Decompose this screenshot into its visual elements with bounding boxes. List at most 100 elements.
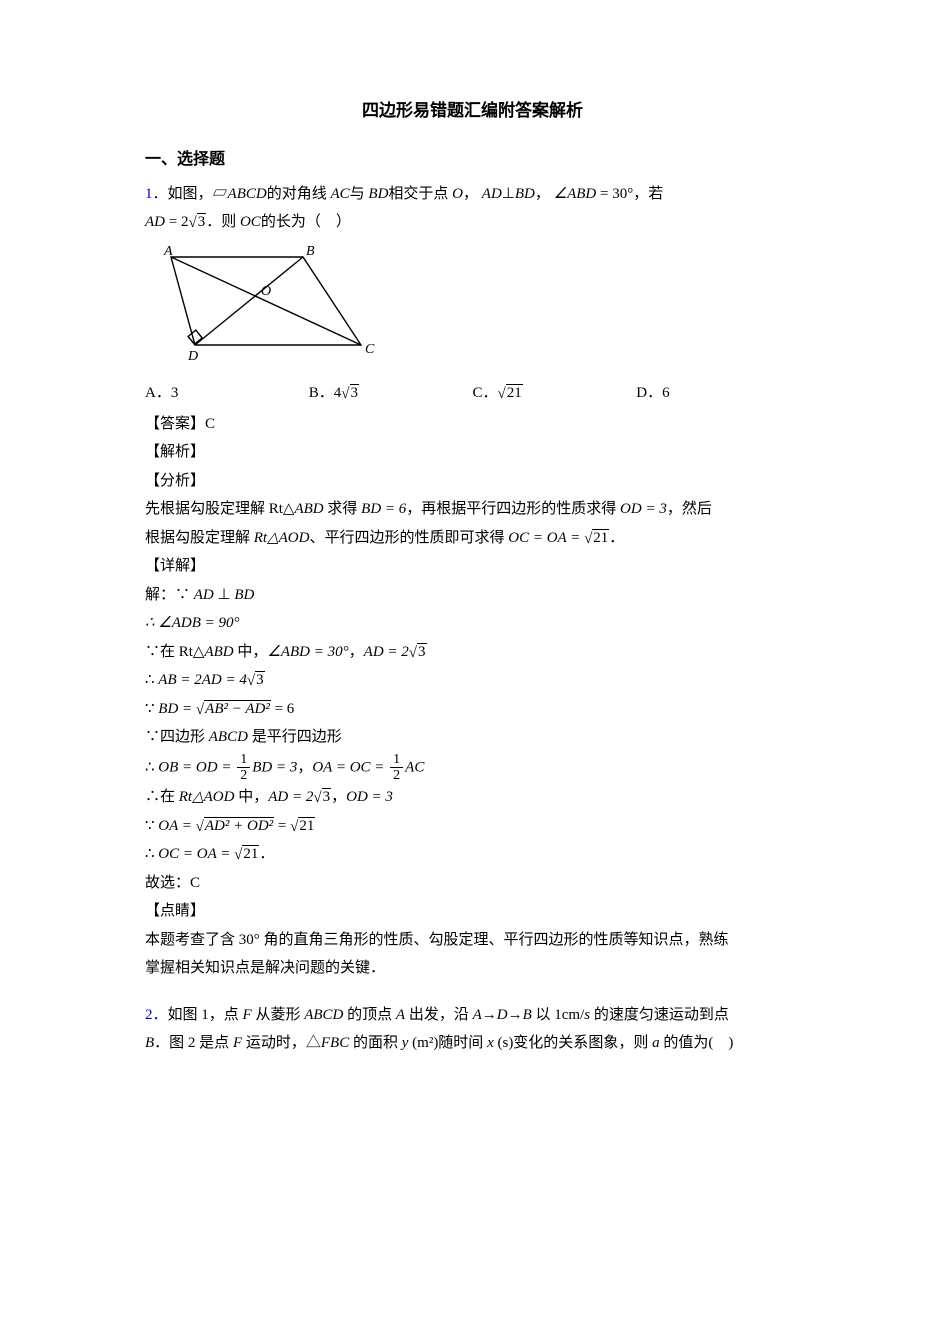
q1-options: A．3 B．43 C．21 D．6 — [145, 379, 800, 408]
spacer — [145, 983, 800, 1001]
step2: ∴ ∠ADB = 90° — [145, 609, 800, 638]
sqrt-icon: AD² + OD² — [196, 812, 275, 841]
text: ， — [535, 186, 550, 202]
sqrt-body: AB² − AD² — [204, 700, 271, 717]
sqrt-icon: 3 — [247, 666, 265, 695]
text: ，然后 — [667, 501, 712, 517]
math: △AOD — [267, 530, 309, 546]
text: 的对角线 — [267, 186, 327, 202]
page-title: 四边形易错题汇编附答案解析 — [145, 95, 800, 127]
eq: = 2 — [165, 214, 188, 230]
math: BD = — [158, 701, 196, 717]
math: BD — [234, 587, 254, 603]
math: ABD — [294, 501, 323, 517]
q1-stem-line2: AD = 23．则 OC的长为（ ） — [145, 208, 800, 237]
text: ， — [349, 644, 364, 660]
dianjing-label: 【点睛】 — [145, 897, 800, 926]
step9: ∵ OA = AD² + OD² = 21 — [145, 812, 800, 841]
math: OA = — [158, 818, 195, 834]
math-bd: BD — [368, 186, 388, 202]
fraction: 12 — [390, 752, 403, 784]
sqrt-body: 3 — [197, 213, 207, 230]
step5: ∵ BD = AB² − AD² = 6 — [145, 695, 800, 724]
text: 的面积 — [349, 1035, 402, 1051]
label-b: B — [306, 245, 315, 259]
xiangjie-label: 【详解】 — [145, 552, 800, 581]
text: ∵四边形 — [145, 729, 209, 745]
text: 、平行四边形的性质即可求得 — [309, 530, 508, 546]
math: OB = OD = — [158, 759, 235, 775]
q2-number: 2． — [145, 1007, 168, 1023]
math: AD — [194, 587, 214, 603]
sqrt-body: AD² + OD² — [204, 817, 274, 834]
text: 先根据勾股定理解 Rt△ — [145, 501, 294, 517]
option-d: D．6 — [636, 379, 800, 408]
text: (m²)随时间 — [408, 1035, 487, 1051]
math: BD = 3 — [252, 759, 297, 775]
q1-stem: 1．如图，▱ABCD的对角线 AC与 BD相交于点 O， AD⊥BD， ∠ABD… — [145, 180, 800, 209]
sqrt-icon: 3 — [188, 208, 206, 237]
section-heading: 一、选择题 — [145, 145, 800, 175]
math: AD = 2 — [364, 644, 409, 660]
text: ．则 — [206, 214, 236, 230]
diagonal-bd — [195, 257, 303, 345]
opt-c-pre: C． — [473, 385, 498, 401]
perp-symbol: ⊥ — [502, 186, 515, 202]
sqrt-body: 21 — [298, 817, 315, 834]
label-d: D — [187, 349, 198, 364]
sqrt-icon: 3 — [313, 783, 331, 812]
text: ∵在 Rt△ — [145, 644, 204, 660]
text: ，再根据平行四边形的性质求得 — [406, 501, 620, 517]
step7: ∴ OB = OD = 12BD = 3，OA = OC = 12AC — [145, 752, 800, 784]
opt-b-pre: B．4 — [309, 385, 342, 401]
fraction: 12 — [237, 752, 250, 784]
math-oc: OC — [240, 214, 261, 230]
math: ABCD — [209, 729, 248, 745]
sqrt-body: 3 — [322, 788, 332, 805]
math: Rt — [179, 789, 192, 805]
text: 如图 1，点 — [168, 1007, 243, 1023]
math: AD = 2 — [268, 789, 313, 805]
math-bd2: BD — [515, 186, 535, 202]
math: F — [233, 1035, 242, 1051]
text: 从菱形 — [252, 1007, 305, 1023]
text: ， — [331, 789, 346, 805]
math: F — [243, 1007, 252, 1023]
math: ABD — [204, 644, 233, 660]
text: 运动时，△ — [242, 1035, 321, 1051]
math-ad: AD — [482, 186, 502, 202]
text: 以 1cm/ — [532, 1007, 585, 1023]
math: OD = 3 — [620, 501, 667, 517]
math-abcd: ABCD — [228, 186, 267, 202]
label-o: O — [261, 284, 271, 299]
dj-line1: 本题考查了含 30° 角的直角三角形的性质、勾股定理、平行四边形的性质等知识点，… — [145, 926, 800, 955]
denominator: 2 — [237, 768, 250, 783]
math: Rt — [254, 530, 267, 546]
sqrt-body: 21 — [592, 529, 609, 546]
math: OA = OC = — [312, 759, 388, 775]
text: 中， — [234, 789, 268, 805]
eq30: = 30° — [596, 186, 633, 202]
fenxi-line1: 先根据勾股定理解 Rt△ABD 求得 BD = 6，再根据平行四边形的性质求得 … — [145, 495, 800, 524]
jiexi-label: 【解析】 — [145, 438, 800, 467]
q1-diagram: A B C D O — [153, 245, 800, 376]
answer-label: 【答案】C — [145, 410, 800, 439]
step10: ∴ OC = OA = 21． — [145, 840, 800, 869]
sqrt-icon: 3 — [341, 379, 359, 408]
eq: = — [274, 818, 290, 834]
text: ，若 — [633, 186, 663, 202]
text: ∴在 — [145, 789, 179, 805]
math-ac: AC — [330, 186, 349, 202]
q2-line2: B．图 2 是点 F 运动时，△FBC 的面积 y (m²)随时间 x (s)变… — [145, 1029, 800, 1058]
math: FBC — [321, 1035, 349, 1051]
text: (s)变化的关系图象，则 — [494, 1035, 652, 1051]
text: 的长为（ ） — [261, 214, 351, 230]
sqrt-icon: 21 — [584, 524, 609, 553]
numerator: 1 — [237, 752, 250, 768]
sqrt-body: 3 — [417, 643, 427, 660]
math: a — [652, 1035, 660, 1051]
sqrt-icon: AB² − AD² — [196, 695, 271, 724]
math-o: O — [452, 186, 463, 202]
guxuan: 故选：C — [145, 869, 800, 898]
sqrt-body: 3 — [350, 384, 360, 401]
